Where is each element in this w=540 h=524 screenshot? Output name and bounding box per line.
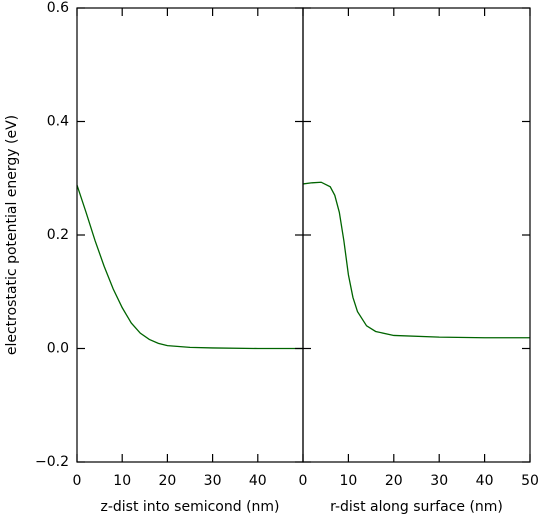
x-tick-label: 40 <box>249 473 267 489</box>
y-tick-label: 0.2 <box>47 227 69 243</box>
x-tick-label: 30 <box>204 473 222 489</box>
x-tick-label: 0 <box>73 473 82 489</box>
plot-frame <box>302 7 531 463</box>
x-tick-label: 10 <box>339 473 357 489</box>
y-tick-label: 0.4 <box>47 114 69 130</box>
x-axis-label: z-dist into semicond (nm) <box>100 499 279 515</box>
x-tick-label: 20 <box>385 473 403 489</box>
data-line <box>76 184 303 350</box>
y-tick-label: 0.0 <box>47 341 69 357</box>
x-tick-label: 10 <box>113 473 131 489</box>
x-tick-label: 40 <box>476 473 494 489</box>
x-tick-label: 30 <box>430 473 448 489</box>
x-tick-label: 0 <box>299 473 308 489</box>
x-tick-label: 50 <box>521 473 539 489</box>
data-line <box>302 181 530 339</box>
y-tick-label: 0.6 <box>47 0 69 16</box>
y-tick-label: −0.2 <box>35 454 69 470</box>
x-tick-label: 20 <box>158 473 176 489</box>
y-axis-label: electrostatic potential energy (eV) <box>4 115 20 355</box>
x-axis-label: r-dist along surface (nm) <box>330 499 503 515</box>
plot-frame <box>76 7 304 463</box>
